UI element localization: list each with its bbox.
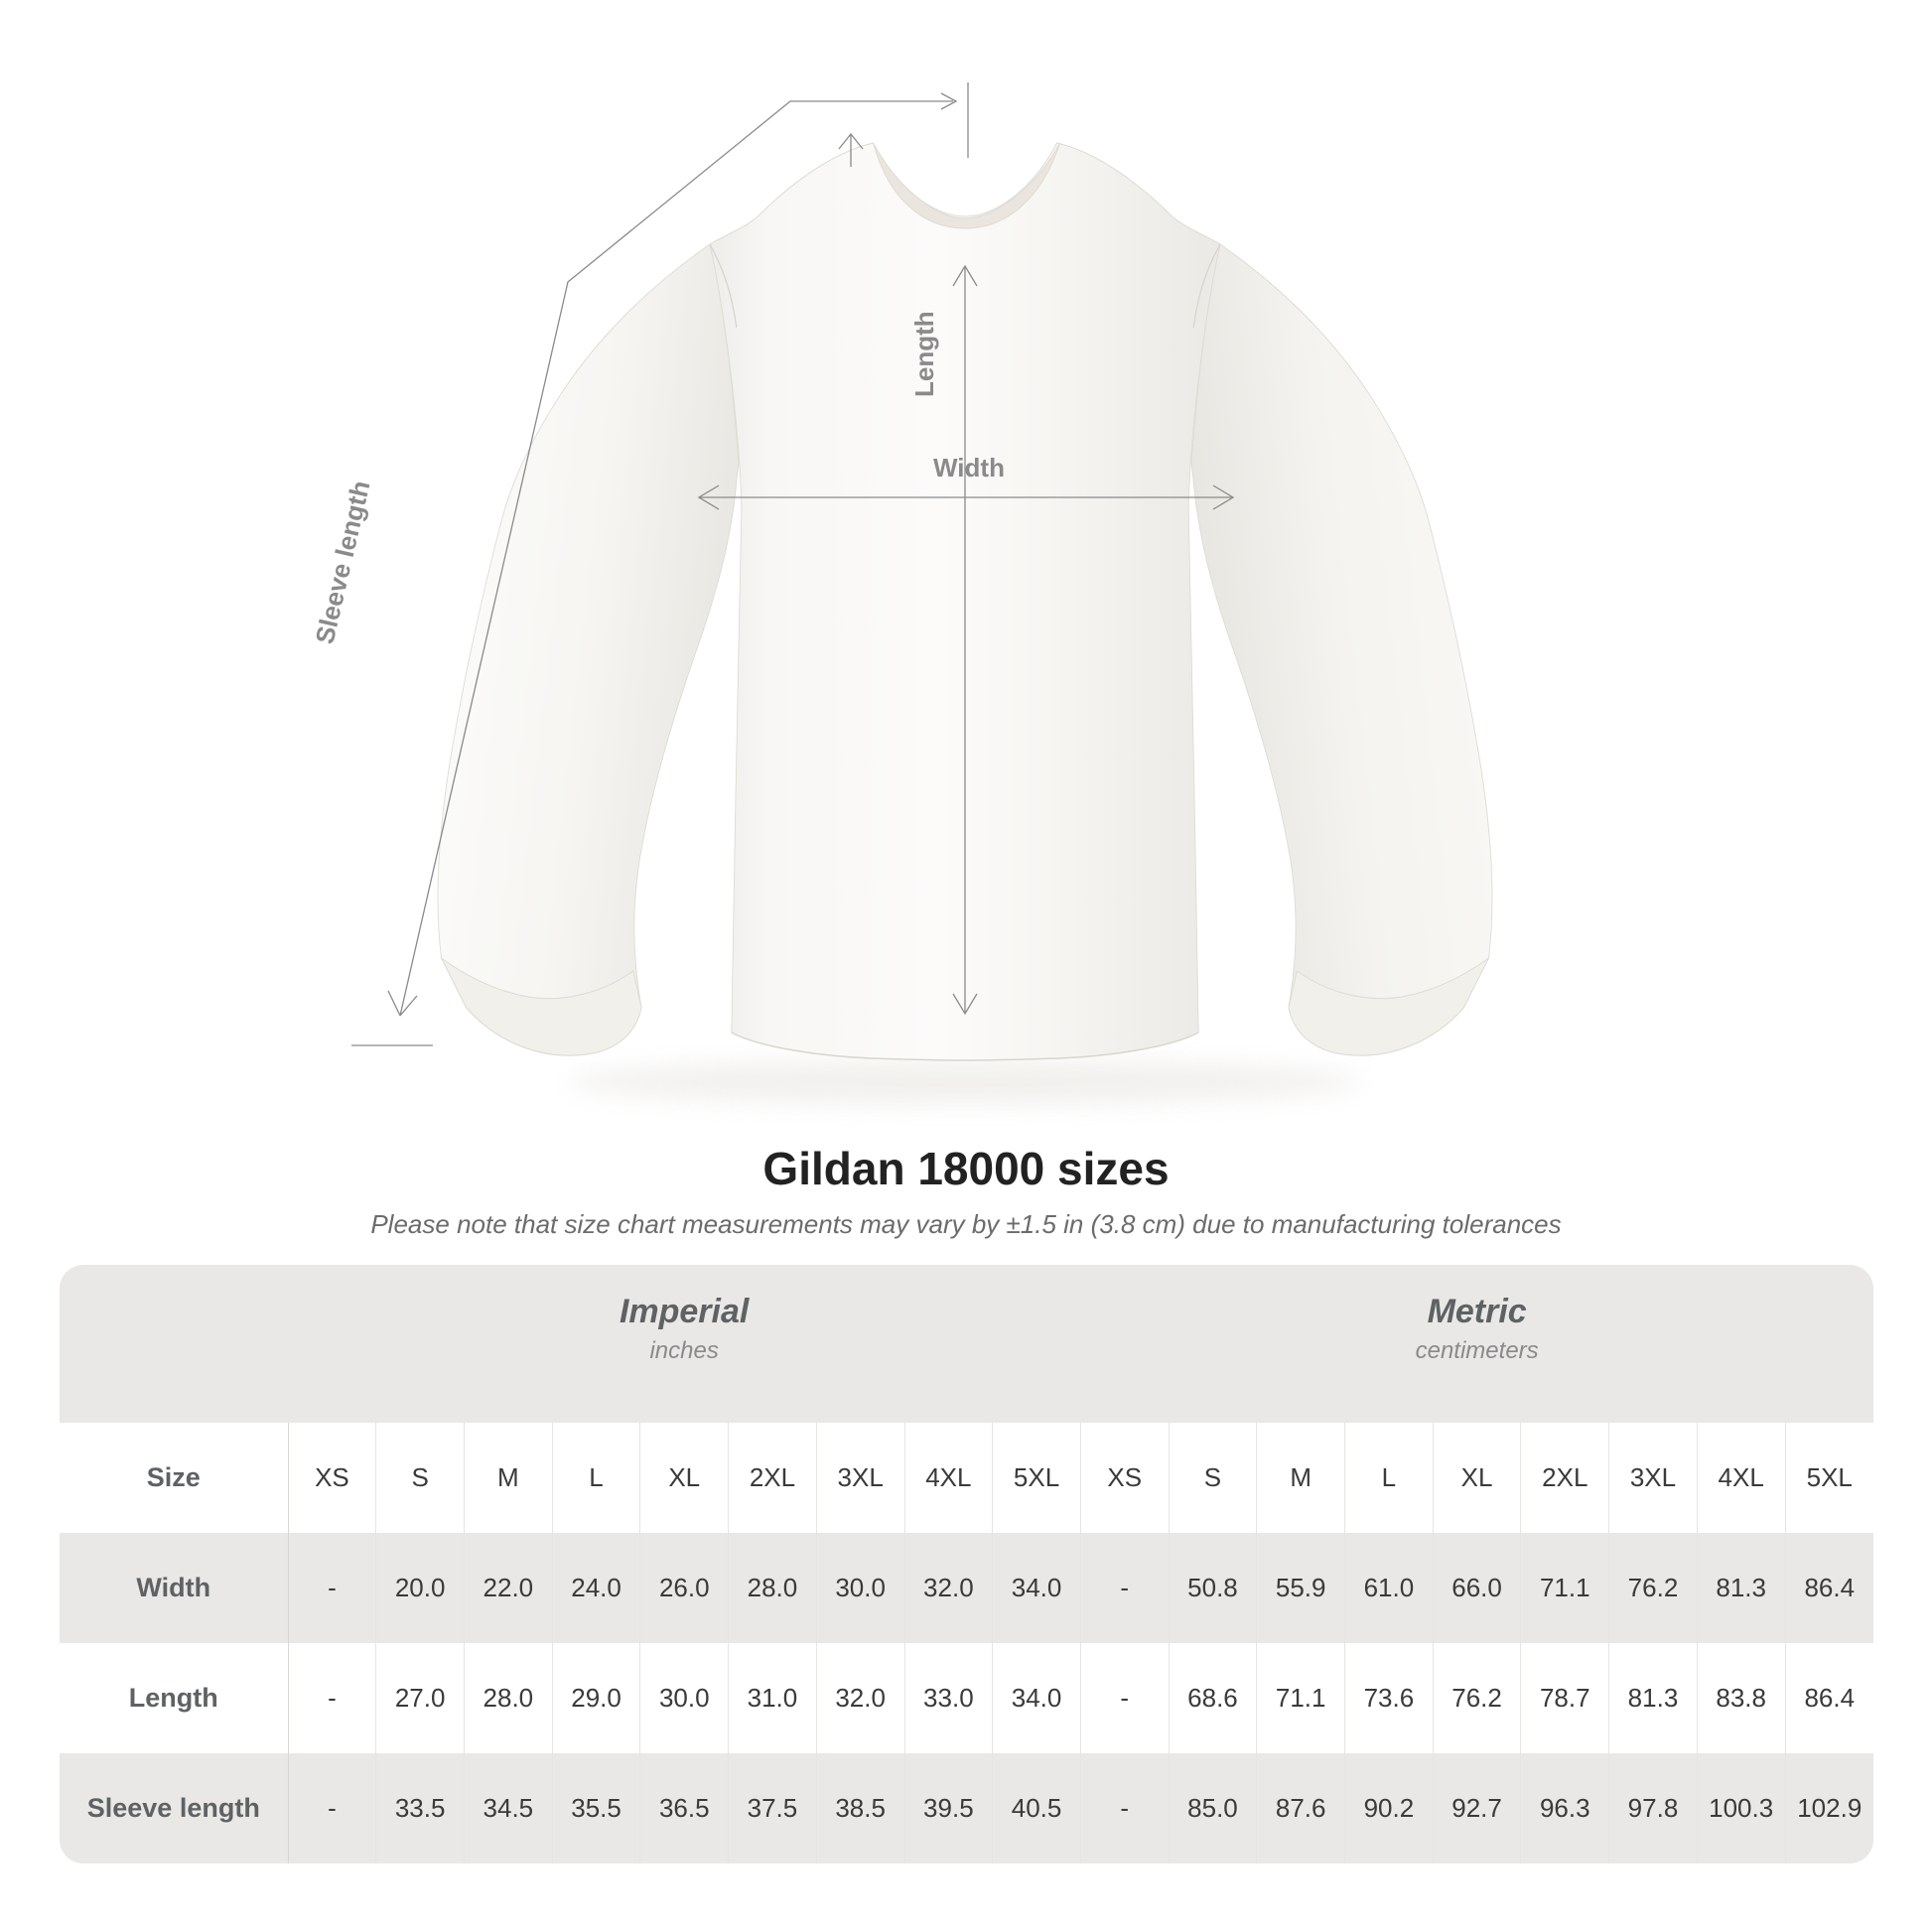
svg-text:Length: Length: [909, 311, 939, 397]
svg-text:Sleeve length: Sleeve length: [310, 478, 376, 646]
svg-text:Width: Width: [933, 453, 1005, 483]
